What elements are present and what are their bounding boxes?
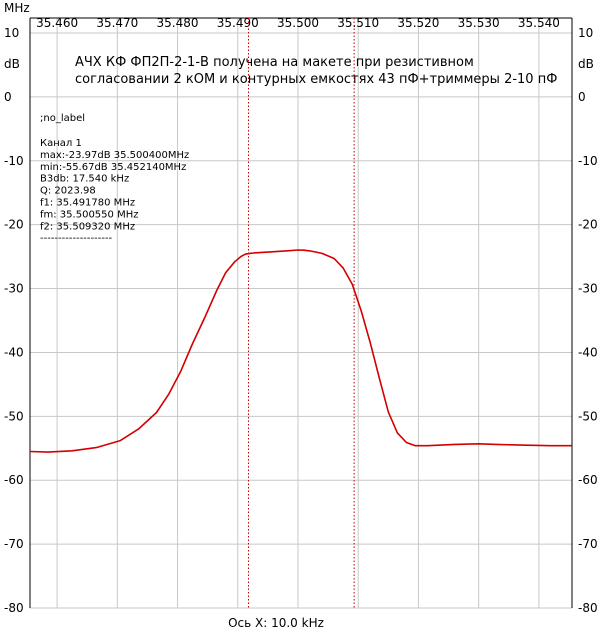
bandwidth-markers: [247, 18, 355, 608]
y-tick-label-right: -80: [578, 601, 598, 615]
y-unit-label-left: dB: [4, 57, 20, 71]
y-tick-label-right: -30: [578, 282, 598, 296]
y-tick-label-left: 0: [4, 90, 12, 104]
info-no-label: ;no_label: [40, 113, 85, 124]
series-response-curve: [29, 249, 572, 453]
y-tick-label-right: -20: [578, 218, 598, 232]
chart-title-line-2: согласовании 2 кОМ и контурных емкостях …: [75, 72, 557, 87]
y-tick-label-right: -50: [578, 409, 598, 423]
x-tick-label: 35.480: [157, 16, 199, 30]
x-tick-label: 35.540: [518, 16, 560, 30]
info-line: B3db: 17.540 kHz: [40, 174, 129, 185]
y-unit-label-right: dB: [578, 57, 594, 71]
x-tick-label: 35.490: [217, 16, 259, 30]
y-tick-label-right: -40: [578, 345, 598, 359]
info-line: Канал 1: [40, 138, 82, 149]
info-line: fm: 35.500550 MHz: [40, 209, 138, 220]
x-tick-label: 35.470: [96, 16, 138, 30]
x-tick-labels: 35.460 35.470 35.480 35.490 35.500 35.510 35.5…: [36, 16, 560, 30]
x-tick-label: 35.530: [458, 16, 500, 30]
y-tick-label-left: 10: [4, 26, 19, 40]
y-tick-label-left: -60: [4, 473, 24, 487]
chart-title-line-1: АЧХ КФ ФП2П-2-1-В получена на макете при…: [75, 55, 474, 70]
info-line: max:-23.97dB 35.500400MHz: [40, 150, 189, 161]
y-tick-label-left: -20: [4, 218, 24, 232]
y-tick-label-right: -60: [578, 473, 598, 487]
grid-lines: [30, 18, 572, 609]
y-tick-label-right: 0: [578, 90, 586, 104]
info-line: --------------------: [40, 233, 113, 244]
y-tick-label-left: -40: [4, 345, 24, 359]
y-tick-label-left: -30: [4, 282, 24, 296]
y-tick-labels-right: 10 0 -10 -20 -30 -40 -50 -60 -70 -80: [578, 26, 598, 615]
x-axis-label: Ось X: 10.0 kHz: [228, 616, 324, 630]
y-tick-label-right: -10: [578, 154, 598, 168]
x-tick-label: 35.520: [397, 16, 439, 30]
y-tick-label-right: -70: [578, 537, 598, 551]
y-tick-label-left: -10: [4, 154, 24, 168]
info-line: f1: 35.491780 MHz: [40, 198, 135, 209]
y-tick-label-left: -50: [4, 409, 24, 423]
y-tick-label-right: 10: [578, 26, 593, 40]
info-line: min:-55.67dB 35.452140MHz: [40, 162, 186, 173]
y-tick-label-left: -80: [4, 601, 24, 615]
x-unit-label: MHz: [4, 1, 30, 15]
info-line: f2: 35.509320 MHz: [40, 221, 135, 232]
x-tick-label: 35.500: [277, 16, 319, 30]
x-tick-label: 35.460: [36, 16, 78, 30]
info-line: Q: 2023.98: [40, 186, 96, 197]
x-tick-label: 35.510: [337, 16, 379, 30]
y-tick-label-left: -70: [4, 537, 24, 551]
y-tick-labels-left: 10 0 -10 -20 -30 -40 -50 -60 -70 -80: [4, 26, 24, 615]
